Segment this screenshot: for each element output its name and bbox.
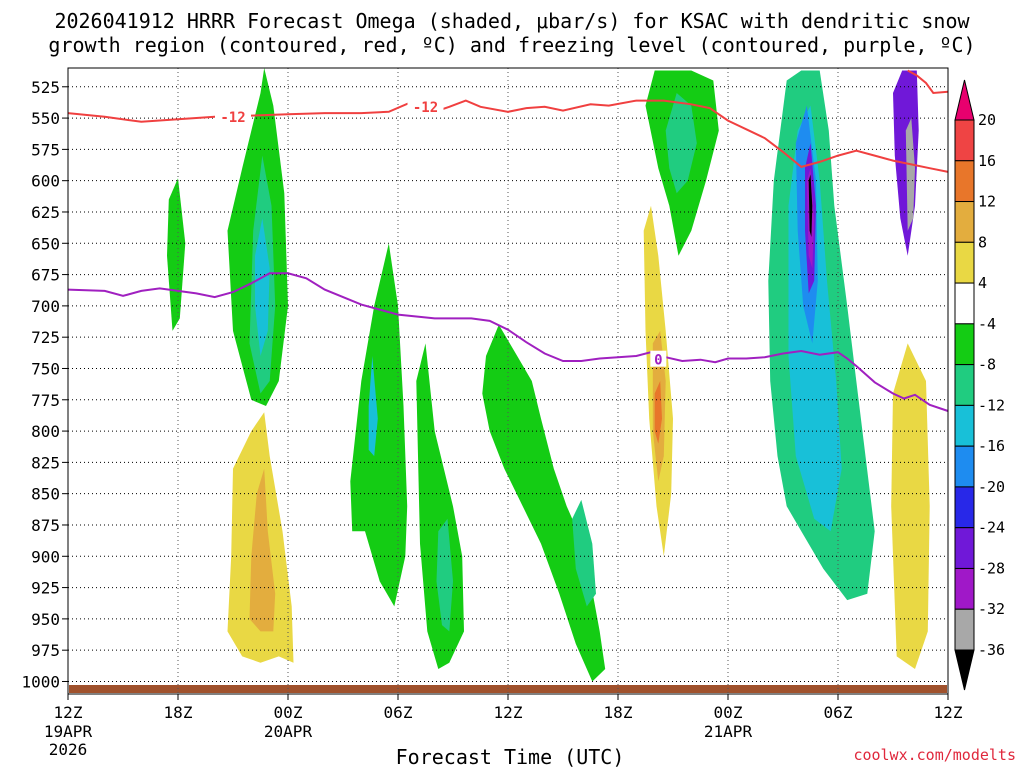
x-tick-label-18: 06Z: [384, 703, 413, 722]
omega-region-black-core-08z: [808, 174, 813, 237]
colorbar-bin-12-to-8: [954, 364, 975, 406]
contour-freezing-level-0: [67, 272, 949, 412]
y-tick-label-650: 650: [31, 234, 60, 253]
x-axis-title: Forecast Time (UTC): [396, 745, 625, 768]
colorbar-label-36: -36: [978, 641, 1005, 659]
colorbar-label-32: -32: [978, 600, 1005, 618]
y-tick-label-850: 850: [31, 485, 60, 504]
omega-region-gold-lower-left: [249, 468, 276, 632]
omega-region-gray-right-11z: [905, 118, 915, 231]
x-date-label-19apr: 19APR: [44, 722, 93, 741]
colorbar-label-12: 12: [978, 193, 996, 211]
omega-region-cyan-mid-06z: [368, 356, 378, 457]
plot-border: [67, 67, 949, 695]
contour-dendritic-growth-minus12: [67, 99, 949, 173]
colorbar-bin-16-to-20: [954, 119, 975, 162]
y-tick-label-900: 900: [31, 547, 60, 566]
y-tick-label-875: 875: [31, 516, 60, 535]
colorbar: 20 16 12 8 4 -4 -8 -12 -16 -20 -24 -28 -32 -36: [954, 79, 1005, 691]
x-tick-label-12: 00Z: [274, 703, 303, 722]
y-tick-label-675: 675: [31, 266, 60, 285]
colorbar-label-16: -16: [978, 437, 1005, 455]
colorbar-bin-16-to-12: [954, 404, 975, 447]
colorbar-label-16: 16: [978, 152, 996, 170]
x-tick-label-30: 18Z: [604, 703, 633, 722]
colorbar-bin-36-to-32: [954, 608, 975, 651]
y-tick-label-725: 725: [31, 328, 60, 347]
y-tick-label-775: 775: [31, 391, 60, 410]
omega-region-cyan-upper-left-column: [255, 218, 270, 356]
y-tick-label-750: 750: [31, 359, 60, 378]
y-tick-label-600: 600: [31, 172, 60, 191]
contour-label-bg-dendritic-growth-minus12-1: [407, 97, 444, 114]
colorbar-label-28: -28: [978, 559, 1005, 577]
y-tick-label-575: 575: [31, 140, 60, 159]
grid-layer: [68, 68, 948, 694]
colorbar-label-20: 20: [978, 111, 996, 129]
colorbar-label-12: -12: [978, 396, 1005, 414]
colorbar-label-20: -20: [978, 478, 1005, 496]
contour-label-freezing-level-0-0: 0: [654, 353, 662, 369]
omega-region-teal-lower-17z: [572, 499, 596, 607]
y-tick-label-550: 550: [31, 109, 60, 128]
y-tick-label-925: 925: [31, 579, 60, 598]
colorbar-label-4: 4: [978, 274, 987, 292]
contour-label-dendritic-growth-minus12-0: -12: [220, 110, 245, 126]
y-tick-label-825: 825: [31, 453, 60, 472]
y-tick-label-950: 950: [31, 610, 60, 629]
omega-region-orange-vertical-20z: [654, 381, 662, 444]
y-tick-label-700: 700: [31, 297, 60, 316]
colorbar-bin-24-to-20: [954, 486, 975, 529]
y-tick-label-975: 975: [31, 641, 60, 660]
colorbar-bin-4-to-8: [954, 241, 975, 284]
omega-region-yellow-lower-right-11z: [891, 343, 930, 669]
omega-region-green-thin-17z: [167, 178, 186, 331]
colorbar-bottom-triangle: [954, 649, 975, 691]
colorbar-top-triangle: [954, 79, 975, 121]
omega-region-teal-upper-tower-22z: [665, 93, 697, 194]
colorbar-label-4: -4: [978, 315, 996, 333]
colorbar-bin-20-to-16: [954, 445, 975, 488]
x-date-label-2026: 2026: [49, 740, 88, 759]
y-tick-label-1000: 1000: [21, 672, 60, 691]
contour-dendritic-growth-upper-branch: [907, 69, 949, 95]
omega-region-teal-lower-08z-09z: [436, 518, 453, 632]
axis-layer: 525 550 575 600 625 650 675 700 725 750 775 800 825 8…: [21, 78, 962, 759]
chart-title-line-2: growth region (contoured, red, ºC) and f…: [48, 33, 975, 57]
contour-label-dendritic-growth-minus12-1: -12: [413, 100, 438, 116]
contour-layer: -12 -12 0: [67, 69, 949, 412]
contour-label-bg-freezing-level-0-0: [650, 350, 667, 367]
x-tick-label-42: 06Z: [824, 703, 853, 722]
credit-link[interactable]: coolwx.com/modelts: [853, 746, 1016, 764]
colorbar-label-8: -8: [978, 356, 996, 374]
colorbar-bin-12-to-16: [954, 160, 975, 203]
x-tick-label-48: 12Z: [934, 703, 963, 722]
omega-region-green-mid-04z-06z: [350, 243, 408, 607]
x-date-label-20apr: 20APR: [264, 722, 313, 741]
colorbar-label-8: 8: [978, 233, 987, 251]
colorbar-bin-4-to-4: [954, 282, 975, 325]
x-tick-label-24: 12Z: [494, 703, 523, 722]
x-tick-label-6: 18Z: [164, 703, 193, 722]
x-date-label-21apr: 21APR: [704, 722, 753, 741]
x-tick-label-0: 12Z: [54, 703, 83, 722]
colorbar-bin-32-to-28: [954, 567, 975, 610]
colorbar-label-24: -24: [978, 519, 1005, 537]
y-tick-label-800: 800: [31, 422, 60, 441]
contour-label-bg-dendritic-growth-minus12-0: [215, 107, 251, 124]
colorbar-bin-8-to-4: [954, 323, 975, 366]
omega-region-green-mid-block-12z-16z: [482, 324, 606, 682]
y-tick-label-525: 525: [31, 78, 60, 97]
omega-shading-layer: [167, 68, 930, 682]
colorbar-bin-8-to-12: [954, 201, 975, 243]
chart-title-line-1: 2026041912 HRRR Forecast Omega (shaded, …: [54, 9, 970, 33]
colorbar-bin-28-to-24: [954, 527, 975, 569]
y-tick-label-625: 625: [31, 203, 60, 222]
x-tick-label-36: 00Z: [714, 703, 743, 722]
